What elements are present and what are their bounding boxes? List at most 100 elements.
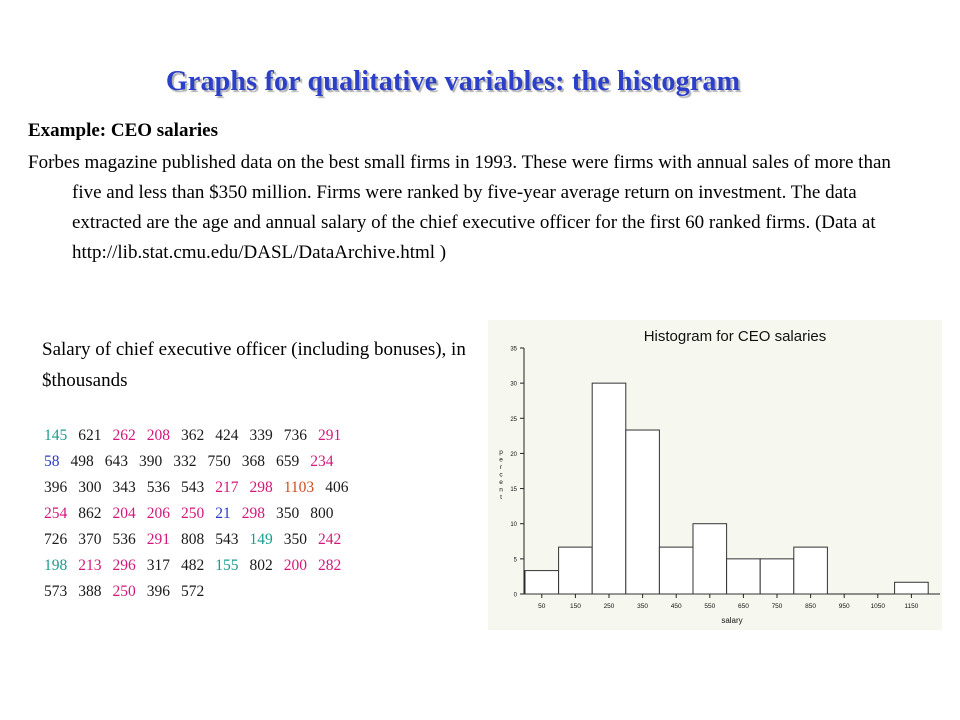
salary-value: 573 <box>44 583 68 600</box>
salary-heading: Salary of chief executive officer (inclu… <box>42 339 466 391</box>
y-axis-label-letter: e <box>499 457 503 464</box>
salary-value: 750 <box>207 453 231 470</box>
y-axis-label-letter: t <box>500 494 502 501</box>
salary-value: 362 <box>181 427 205 444</box>
salary-value: 350 <box>283 531 307 548</box>
histogram-bar <box>625 429 660 595</box>
y-tick-label: 30 <box>510 382 517 388</box>
salary-value: 482 <box>181 557 205 574</box>
y-axis-label-letter: c <box>499 472 503 479</box>
salary-value: 543 <box>181 479 205 496</box>
x-ticks: 50 150 250 350 450 550 650 750 850 950 1050 1150 <box>538 594 919 610</box>
histogram-bar <box>759 558 795 595</box>
y-tick-label: 20 <box>510 452 517 458</box>
y-tick-label: 25 <box>510 417 517 423</box>
salary-value: 217 <box>215 479 239 496</box>
salary-value: 536 <box>146 479 170 496</box>
histogram-bar <box>726 558 761 595</box>
y-axis-label-letter: n <box>499 487 503 494</box>
salary-row: 396 300 343 536 543 217 298 1103 406 <box>44 475 359 501</box>
salary-value: 396 <box>146 583 170 600</box>
salary-value: 388 <box>78 583 102 600</box>
salary-value: 296 <box>112 557 136 574</box>
salary-value: 802 <box>249 557 273 574</box>
y-ticks: 0 5 10 15 20 25 30 35 <box>510 347 524 599</box>
slide-title: Graphs for qualitative variables: the hi… <box>165 66 741 97</box>
salary-value: 368 <box>241 453 265 470</box>
salary-value: 1103 <box>283 479 315 496</box>
salary-values: 145 621 262 208 362 424 339 736 291 58 498 643 390 33… <box>44 423 359 605</box>
x-axis-label: salary <box>721 616 742 625</box>
salary-value: 58 <box>44 453 60 470</box>
salary-value: 800 <box>310 505 334 522</box>
salary-value: 145 <box>44 427 68 444</box>
x-tick-label: 550 <box>704 603 715 610</box>
salary-row: 145 621 262 208 362 424 339 736 291 <box>44 423 359 449</box>
salary-row: 198 213 296 317 482 155 802 200 282 <box>44 553 359 579</box>
salary-value: 736 <box>283 427 307 444</box>
salary-value: 621 <box>78 427 102 444</box>
salary-row: 58 498 643 390 332 750 368 659 234 <box>44 449 359 475</box>
y-tick-label: 0 <box>514 593 518 599</box>
y-axis-label-letter: e <box>499 479 503 486</box>
salary-row: 726 370 536 291 808 543 149 350 242 <box>44 527 359 553</box>
salary-value: 250 <box>112 583 136 600</box>
salary-value: 291 <box>318 427 342 444</box>
salary-value: 332 <box>173 453 197 470</box>
salary-row: 573 388 250 396 572 <box>44 579 359 605</box>
y-tick-label: 5 <box>514 557 518 563</box>
salary-value: 262 <box>112 427 136 444</box>
y-tick-label: 15 <box>510 487 517 493</box>
salary-value: 200 <box>283 557 307 574</box>
salary-value: 204 <box>112 505 136 522</box>
salary-value: 300 <box>78 479 102 496</box>
salary-value: 298 <box>241 505 265 522</box>
salary-value: 390 <box>139 453 163 470</box>
salary-value: 350 <box>276 505 300 522</box>
x-tick-label: 250 <box>604 603 615 610</box>
chart-title: Histogram for CEO salaries <box>644 328 827 345</box>
salary-value: 536 <box>112 531 136 548</box>
x-tick-label: 650 <box>738 603 749 610</box>
example-description: Forbes magazine published data on the be… <box>28 152 891 263</box>
salary-value: 250 <box>181 505 205 522</box>
x-tick-label: 450 <box>671 603 682 610</box>
salary-value: 298 <box>249 479 273 496</box>
salary-value: 242 <box>318 531 342 548</box>
histogram-bar <box>894 581 929 595</box>
histogram-svg: Histogram for CEO salaries salary percen… <box>499 328 940 625</box>
y-axis-label-letter: r <box>500 464 503 471</box>
x-tick-label: 1150 <box>904 603 918 610</box>
salary-value: 317 <box>146 557 170 574</box>
salary-value: 643 <box>104 453 128 470</box>
salary-value: 339 <box>249 427 273 444</box>
salary-value: 543 <box>215 531 239 548</box>
y-tick-label: 10 <box>510 522 517 528</box>
salary-value: 254 <box>44 505 68 522</box>
salary-value: 498 <box>70 453 94 470</box>
salary-value: 234 <box>310 453 334 470</box>
x-tick-label: 1050 <box>871 603 886 610</box>
salary-value: 726 <box>44 531 68 548</box>
salary-value: 343 <box>112 479 136 496</box>
histogram-bar <box>558 546 593 595</box>
x-tick-label: 50 <box>538 603 546 610</box>
salary-value: 370 <box>78 531 102 548</box>
histogram-bar <box>692 523 728 595</box>
salary-value: 572 <box>181 583 205 600</box>
example-heading: Example: CEO salaries <box>28 120 218 141</box>
x-tick-label: 750 <box>772 603 783 610</box>
salary-row: 254 862 204 206 250 21 298 350 800 <box>44 501 359 527</box>
salary-value: 282 <box>318 557 342 574</box>
salary-value: 206 <box>146 505 170 522</box>
salary-value: 208 <box>146 427 170 444</box>
salary-value: 155 <box>215 557 239 574</box>
x-tick-label: 350 <box>637 603 648 610</box>
salary-value: 396 <box>44 479 68 496</box>
y-axis-label-letter: p <box>499 449 503 456</box>
salary-value: 862 <box>78 505 102 522</box>
salary-value: 198 <box>44 557 68 574</box>
histogram-bar <box>658 546 694 595</box>
